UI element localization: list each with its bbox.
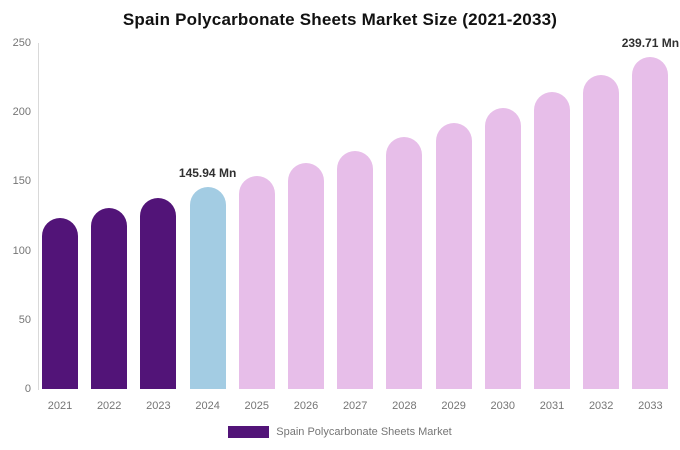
x-axis-tick-label: 2033: [638, 400, 663, 412]
legend-item[interactable]: Spain Polycarbonate Sheets Market: [0, 426, 680, 438]
bar-2030: [484, 107, 521, 389]
data-label-2033: 239.71 Mn: [621, 36, 680, 51]
y-axis-tick-label: 200: [12, 106, 31, 119]
legend-swatch: [228, 426, 270, 438]
y-axis-tick-label: 0: [24, 383, 31, 395]
bar-2024: [189, 187, 226, 389]
bar-2028: [386, 137, 423, 389]
y-axis-tick-label: 100: [12, 244, 31, 257]
y-axis-tick-label: 150: [12, 175, 31, 188]
bar-2025: [238, 175, 275, 389]
bar-2029: [435, 122, 472, 389]
x-axis-tick-label: 2021: [47, 400, 73, 412]
x-axis-tick-label: 2028: [392, 400, 417, 412]
x-axis-tick-label: 2024: [195, 400, 220, 412]
bar-2032: [583, 75, 620, 389]
x-axis-tick-label: 2022: [96, 400, 122, 412]
bar-2033: [632, 57, 669, 389]
x-axis-tick-label: 2032: [588, 400, 614, 412]
x-axis-tick-label: 2031: [539, 400, 565, 412]
y-axis-line: [38, 43, 39, 390]
bar-2031: [534, 91, 570, 389]
bar-2026: [288, 163, 324, 389]
legend-label: Spain Polycarbonate Sheets Market: [276, 426, 452, 438]
y-axis-tick-label: 50: [18, 313, 31, 326]
y-axis-tick-label: 250: [12, 37, 31, 49]
x-axis-tick-label: 2023: [146, 400, 171, 412]
x-axis-tick-label: 2027: [342, 400, 368, 412]
x-axis-tick-label: 2029: [441, 400, 466, 412]
x-axis-tick-label: 2030: [490, 400, 516, 412]
bar-2023: [140, 197, 177, 389]
x-axis-tick-label: 2026: [293, 400, 319, 412]
bar-2021: [42, 217, 78, 389]
x-axis-tick-label: 2025: [244, 400, 270, 412]
data-label-2024: 145.94 Mn: [178, 166, 237, 181]
bar-2022: [91, 207, 128, 389]
chart-title: Spain Polycarbonate Sheets Market Size (…: [122, 10, 558, 29]
bar-2027: [337, 150, 374, 389]
